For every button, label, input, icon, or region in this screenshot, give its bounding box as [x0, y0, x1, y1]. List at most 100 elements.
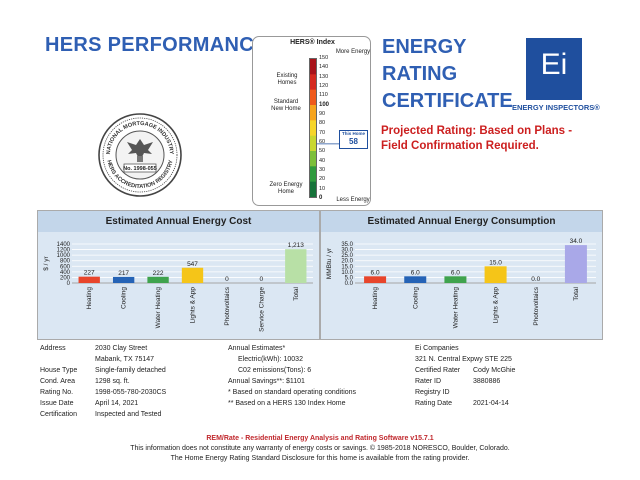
- chart-y-tick-label: 0: [67, 281, 71, 287]
- company-name: Ei Companies: [415, 345, 459, 352]
- chart-value-label: 34.0: [570, 238, 583, 245]
- chart-value-label: 15.0: [489, 259, 502, 266]
- chart-category-label: Total: [293, 286, 300, 300]
- hers-tick-label: 90: [319, 111, 326, 117]
- hers-index-scale: HERS® Index More Energy Less Energy Exis…: [252, 36, 371, 206]
- seal-number: No. 1998-055: [123, 166, 157, 172]
- annual-consumption-chart-title: Estimated Annual Energy Consumption: [321, 211, 602, 232]
- chart-bar: [364, 276, 387, 283]
- chart-category-label: Total: [573, 286, 580, 300]
- hers-color-segment: [310, 59, 316, 75]
- hers-color-segment: [310, 135, 316, 152]
- chart-y-tick-label: 800: [60, 259, 71, 265]
- warranty-disclaimer: This information does not constitute any…: [130, 445, 510, 452]
- accreditation-seal: NATIONAL MORTGAGE INDUSTRY HERS ACCREDIT…: [98, 113, 182, 197]
- chart-category-label: Cooling: [121, 287, 128, 309]
- hers-color-segment: [310, 105, 316, 121]
- address-label: Address: [40, 345, 66, 352]
- energy-inspectors-logo: Ei: [526, 38, 582, 100]
- certification-value: Inspected and Tested: [95, 411, 162, 418]
- chart-bar: [147, 276, 169, 283]
- details-values: 2030 Clay Street Mabank, TX 75147 Single…: [95, 343, 166, 420]
- chart-value-label: 6.0: [451, 269, 460, 276]
- chart-category-label: Cooling: [412, 287, 419, 309]
- hers-color-segment: [310, 181, 316, 197]
- hers-tick-label: 0: [319, 195, 323, 201]
- hers-tick-label: 140: [319, 64, 329, 71]
- hers-performance-title: HERS PERFORMANCE: [45, 34, 268, 56]
- chart-y-axis-label: $ / yr: [43, 255, 50, 270]
- estimates-title: Annual Estimates*: [228, 345, 286, 352]
- company-labels: Ei Companies 321 N. Central Expwy STE 22…: [415, 343, 512, 409]
- chart-y-tick-label: 15.0: [341, 264, 353, 270]
- rating-date-value: 2021-04-14: [473, 400, 509, 407]
- chart-category-label: Water Heating: [452, 287, 459, 329]
- details-labels: Address House Type Cond. Area Rating No.…: [40, 343, 77, 420]
- chart-bar: [78, 276, 100, 283]
- logo-letters: Ei: [540, 48, 568, 81]
- hers-color-segment: [310, 151, 316, 167]
- rating-date-label: Rating Date: [415, 400, 452, 407]
- standard-new-home-label: Standard New Home: [271, 99, 301, 112]
- hers-tick-label: 150: [319, 55, 329, 61]
- hers-tick-label: 70: [319, 129, 326, 136]
- projected-rating-note: Projected Rating: Based on Plans - Field…: [381, 125, 573, 152]
- cond-area-value: 1298 sq. ft.: [95, 378, 130, 385]
- this-home-value: 58: [349, 137, 358, 146]
- registry-id-value: [473, 387, 515, 398]
- hers-color-segment: [310, 120, 316, 137]
- chart-y-tick-label: 1200: [57, 248, 71, 254]
- chart-y-tick-label: 0.0: [345, 281, 354, 287]
- chart-category-label: Lights & App: [190, 287, 197, 324]
- chart-value-label: 547: [187, 261, 198, 268]
- company-values: Cody McGhie 3880886 2021-04-14: [473, 365, 515, 409]
- house-type-label: House Type: [40, 367, 78, 374]
- chart-y-tick-label: 600: [60, 264, 71, 270]
- chart-y-tick-label: 5.0: [345, 275, 354, 281]
- annual-savings: Annual Savings**: $1101: [228, 378, 305, 385]
- chart-bar: [404, 276, 427, 283]
- certificate-title-line-2: RATING: [382, 63, 458, 85]
- chart-value-label: 0: [225, 276, 229, 283]
- estimate-note-1: * Based on standard operating conditions: [228, 389, 357, 396]
- chart-category-label: Heating: [372, 287, 379, 310]
- annual-cost-plot: $ / yr1400120010008006004002000227Heatin…: [43, 242, 313, 332]
- chart-y-axis-label: MMBtu / yr: [326, 247, 333, 279]
- chart-value-label: 227: [84, 270, 95, 277]
- chart-y-tick-label: 1400: [57, 242, 71, 248]
- hers-index-title: HERS® Index: [290, 39, 335, 46]
- existing-homes-label: Existing Homes: [276, 73, 298, 86]
- hers-tick-label: 110: [319, 92, 328, 99]
- co2-estimate: C02 emissions(Tons): 6: [238, 367, 312, 374]
- rater-id-value: 3880886: [473, 378, 501, 385]
- this-home-label: This Home: [341, 131, 365, 136]
- chart-y-tick-label: 10.0: [341, 270, 353, 276]
- company-address: 321 N. Central Expwy STE 225: [415, 356, 512, 363]
- software-credit: REM/Rate - Residential Energy Analysis a…: [206, 435, 434, 442]
- chart-y-tick-label: 35.0: [341, 242, 353, 248]
- chart-category-label: Heating: [86, 287, 93, 310]
- annual-cost-chart-title: Estimated Annual Energy Cost: [38, 211, 319, 232]
- chart-value-label: 217: [118, 270, 129, 277]
- chart-bar: [112, 276, 135, 283]
- hers-tick-label: 100: [319, 101, 330, 108]
- hers-tick-label: 40: [319, 157, 326, 164]
- chart-y-tick-label: 1000: [57, 253, 71, 259]
- annual-estimates: Annual Estimates* Electric(kWh): 10032 C…: [228, 343, 356, 409]
- chart-y-tick-label: 20.0: [341, 259, 353, 265]
- rating-no-value: 1998-055-780-2030CS: [95, 389, 167, 396]
- chart-category-label: Water Heating: [155, 287, 162, 329]
- chart-category-label: Lights & App: [493, 287, 500, 324]
- this-home-pointer: [317, 143, 339, 145]
- hers-tick-label: 130: [319, 73, 329, 80]
- hers-tick-label: 20: [319, 176, 326, 183]
- hers-tick-label: 60: [319, 139, 326, 145]
- hers-tick-label: 120: [319, 83, 329, 89]
- more-energy-label: More Energy: [335, 49, 371, 55]
- annual-cost-chart: Estimated Annual Energy Cost $ / yr 1400 1…: [37, 210, 320, 340]
- chart-bar: [181, 267, 204, 283]
- chart-y-tick-label: 25.0: [341, 253, 353, 259]
- chart-bar: [484, 266, 507, 283]
- hers-color-segment: [310, 74, 316, 91]
- hers-color-bar: [309, 58, 317, 198]
